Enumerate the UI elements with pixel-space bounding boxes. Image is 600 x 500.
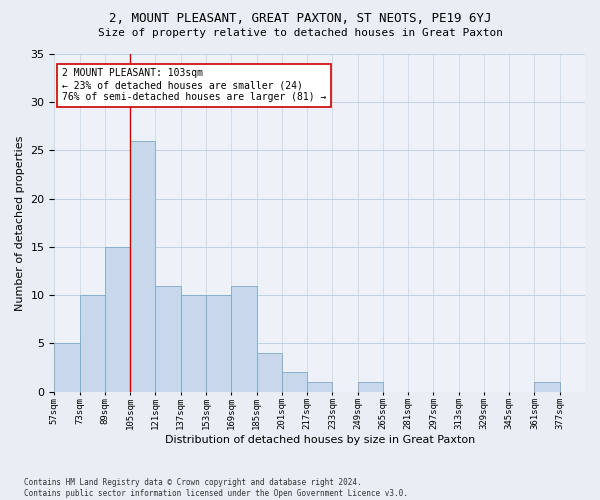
Text: 2, MOUNT PLEASANT, GREAT PAXTON, ST NEOTS, PE19 6YJ: 2, MOUNT PLEASANT, GREAT PAXTON, ST NEOT… xyxy=(109,12,491,26)
Bar xyxy=(181,295,206,392)
Bar xyxy=(130,141,155,392)
Text: 2 MOUNT PLEASANT: 103sqm
← 23% of detached houses are smaller (24)
76% of semi-d: 2 MOUNT PLEASANT: 103sqm ← 23% of detach… xyxy=(62,68,326,102)
Y-axis label: Number of detached properties: Number of detached properties xyxy=(15,135,25,310)
Bar xyxy=(105,247,130,392)
Bar xyxy=(282,372,307,392)
Text: Size of property relative to detached houses in Great Paxton: Size of property relative to detached ho… xyxy=(97,28,503,38)
Bar xyxy=(358,382,383,392)
Bar xyxy=(80,295,105,392)
Bar xyxy=(206,295,231,392)
Text: Contains HM Land Registry data © Crown copyright and database right 2024.
Contai: Contains HM Land Registry data © Crown c… xyxy=(24,478,408,498)
Bar xyxy=(55,344,80,392)
Bar xyxy=(257,353,282,392)
Bar xyxy=(231,286,257,392)
Bar xyxy=(307,382,332,392)
Bar xyxy=(535,382,560,392)
X-axis label: Distribution of detached houses by size in Great Paxton: Distribution of detached houses by size … xyxy=(164,435,475,445)
Bar xyxy=(155,286,181,392)
